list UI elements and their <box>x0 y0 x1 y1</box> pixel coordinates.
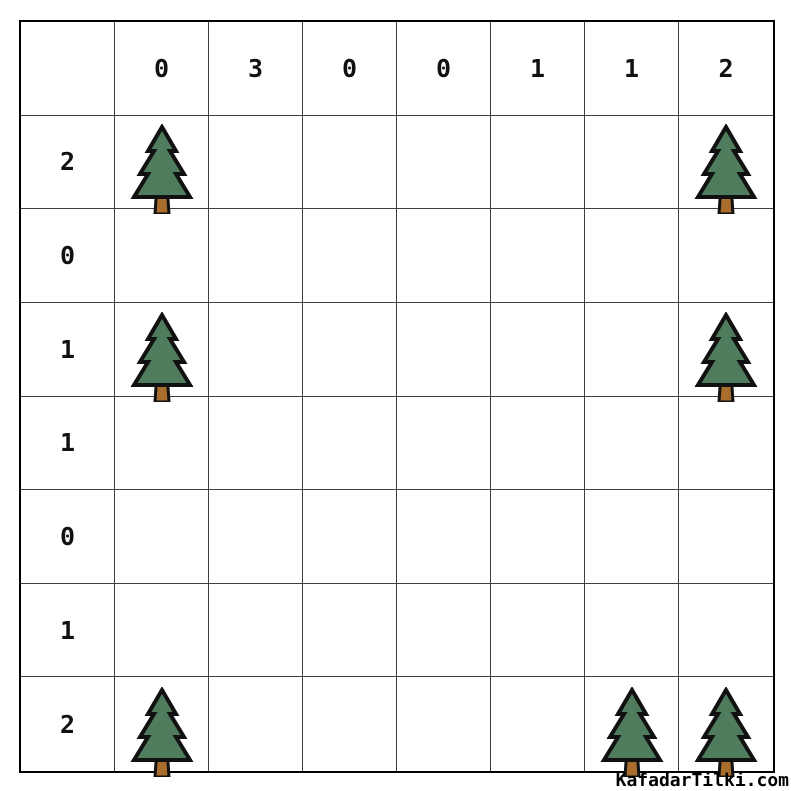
grid-cell-r5c5[interactable] <box>491 490 585 584</box>
grid-cell-r2c3[interactable] <box>303 209 397 303</box>
grid-cell-r2c4[interactable] <box>397 209 491 303</box>
tents-puzzle-board: 0 3 0 0 1 1 2 2 0 1 1 0 1 2 <box>19 20 775 777</box>
col-clue-label: 3 <box>247 53 264 83</box>
col-clue-1: 0 <box>115 22 209 116</box>
grid-cell-r3c5[interactable] <box>491 302 585 397</box>
corner-cell <box>21 22 115 116</box>
col-clue-label: 2 <box>718 53 734 83</box>
grid-cell-r6c1[interactable] <box>115 583 209 678</box>
grid-cell-r5c4[interactable] <box>397 490 491 584</box>
grid-cell-r4c3[interactable] <box>303 396 397 491</box>
row-clue-4: 1 <box>21 396 115 491</box>
row-clue-label: 1 <box>59 428 76 458</box>
grid-cell-r5c1[interactable] <box>115 490 209 584</box>
grid-cell-r4c7[interactable] <box>679 397 773 491</box>
grid-cell-r5c7[interactable] <box>679 490 773 584</box>
col-clue-label: 0 <box>435 53 452 83</box>
grid-cell-r6c7[interactable] <box>679 584 773 678</box>
grid-cell-r6c6[interactable] <box>585 583 679 678</box>
grid-cell-r4c1[interactable] <box>115 396 209 491</box>
pine-tree-icon <box>129 311 194 402</box>
grid-cell-r4c6[interactable] <box>585 396 679 491</box>
grid-cell-r6c2[interactable] <box>209 583 303 678</box>
row-clue-label: 2 <box>59 709 76 739</box>
grid-cell-r6c5[interactable] <box>491 583 585 678</box>
grid-cell-r6c4[interactable] <box>397 583 491 678</box>
row-clue-label: 0 <box>59 521 76 551</box>
col-clue-7: 2 <box>679 22 773 116</box>
col-clue-3: 0 <box>303 22 397 116</box>
col-clue-label: 1 <box>623 53 640 83</box>
pine-tree-icon <box>694 124 758 215</box>
grid-cell-r4c4[interactable] <box>397 396 491 491</box>
grid-cell-r3c3[interactable] <box>303 302 397 397</box>
grid-cell-r1c5[interactable] <box>491 115 585 210</box>
col-clue-2: 3 <box>209 22 303 116</box>
grid-cell-r1c3[interactable] <box>303 115 397 210</box>
watermark-text: KafadarTilki.com <box>615 770 789 791</box>
grid-cell-r1c4[interactable] <box>397 115 491 210</box>
grid-cell-r7c3[interactable] <box>303 677 397 771</box>
grid-cell-r3c1[interactable] <box>115 302 209 402</box>
grid-cell-r4c5[interactable] <box>491 396 585 491</box>
grid-cell-r2c7[interactable] <box>679 209 773 303</box>
grid-cell-r3c2[interactable] <box>209 302 303 397</box>
col-clue-label: 0 <box>341 53 358 83</box>
grid-cell-r3c7[interactable] <box>679 303 773 402</box>
grid-cell-r1c6[interactable] <box>585 115 679 210</box>
row-clue-1: 2 <box>21 115 115 210</box>
grid-cell-r2c2[interactable] <box>209 209 303 303</box>
grid-cell-r7c5[interactable] <box>491 677 585 771</box>
col-clue-label: 1 <box>529 53 546 83</box>
grid-cell-r7c6[interactable] <box>585 677 679 777</box>
grid-cell-r5c3[interactable] <box>303 490 397 584</box>
grid-cell-r6c3[interactable] <box>303 583 397 678</box>
grid-cell-r2c6[interactable] <box>585 209 679 303</box>
grid-cell-r1c2[interactable] <box>209 115 303 210</box>
pine-tree-icon <box>129 687 194 777</box>
pine-tree-icon <box>599 687 664 777</box>
grid-cell-r3c6[interactable] <box>585 302 679 397</box>
row-clue-5: 0 <box>21 490 115 584</box>
pine-tree-icon <box>694 311 758 402</box>
row-clue-3: 1 <box>21 302 115 397</box>
grid-cell-r4c2[interactable] <box>209 396 303 491</box>
grid-cell-r7c7[interactable] <box>679 677 773 777</box>
row-clue-7: 2 <box>21 677 115 771</box>
row-clue-6: 1 <box>21 583 115 678</box>
col-clue-5: 1 <box>491 22 585 116</box>
grid-cell-r5c2[interactable] <box>209 490 303 584</box>
col-clue-6: 1 <box>585 22 679 116</box>
grid-cell-r3c4[interactable] <box>397 302 491 397</box>
grid-cell-r7c4[interactable] <box>397 677 491 771</box>
pine-tree-icon <box>694 687 758 777</box>
col-clue-4: 0 <box>397 22 491 116</box>
grid-cell-r7c2[interactable] <box>209 677 303 771</box>
row-clue-label: 1 <box>59 334 76 364</box>
col-clue-label: 0 <box>153 53 170 83</box>
row-clue-2: 0 <box>21 209 115 303</box>
row-clue-label: 1 <box>59 615 76 645</box>
grid-cell-r2c1[interactable] <box>115 209 209 303</box>
grid-cell-r2c5[interactable] <box>491 209 585 303</box>
grid-cell-r5c6[interactable] <box>585 490 679 584</box>
grid-cell-r7c1[interactable] <box>115 677 209 777</box>
grid-cell-r1c7[interactable] <box>679 116 773 215</box>
row-clue-label: 2 <box>59 147 76 177</box>
row-clue-label: 0 <box>59 241 76 271</box>
pine-tree-icon <box>129 124 194 215</box>
grid-cell-r1c1[interactable] <box>115 115 209 215</box>
